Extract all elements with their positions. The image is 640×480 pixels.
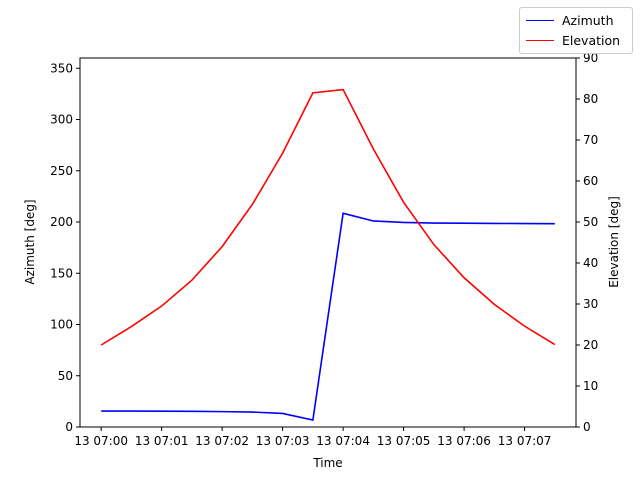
legend-swatch-azimuth	[526, 19, 554, 21]
y-left-tick-label: 200	[50, 215, 73, 229]
plot-area	[79, 57, 577, 428]
y-left-tick-label: 250	[50, 164, 73, 178]
legend-label-elevation: Elevation	[562, 32, 621, 48]
legend: Azimuth Elevation	[519, 7, 633, 54]
legend-item-azimuth: Azimuth	[526, 11, 614, 29]
series-lines	[100, 88, 556, 421]
y-right-tick-label: 70	[583, 133, 598, 147]
series-line-elevation	[100, 88, 556, 346]
x-tick-label: 13 07:05	[377, 434, 431, 448]
x-axis-label: Time	[312, 456, 342, 470]
y-axis-label-left: Azimuth [deg]	[23, 199, 37, 284]
y-left-tick-label: 300	[50, 113, 73, 127]
y-axis-left: 0 50 100 150 200 250 300 350	[50, 61, 80, 434]
y-right-tick-label: 30	[583, 297, 598, 311]
y-right-tick-label: 90	[583, 51, 598, 65]
y-axis-right: 0 10 20 30 40 50 60 70 80 90	[576, 51, 598, 434]
x-tick-label: 13 07:07	[498, 434, 552, 448]
y-left-tick-label: 50	[58, 369, 73, 383]
y-left-tick-label: 100	[50, 318, 73, 332]
x-tick-label: 13 07:01	[135, 434, 189, 448]
y-right-tick-label: 10	[583, 379, 598, 393]
y-axis-label-right: Elevation [deg]	[607, 196, 621, 288]
y-right-tick-label: 0	[583, 420, 591, 434]
y-right-tick-label: 60	[583, 174, 598, 188]
y-right-tick-label: 20	[583, 338, 598, 352]
x-axis: 13 07:00 13 07:01 13 07:02 13 07:03 13 07:04…	[74, 427, 551, 448]
plot-frame	[79, 57, 577, 428]
y-left-tick-label: 150	[50, 266, 73, 280]
y-right-tick-label: 80	[583, 92, 598, 106]
x-tick-label: 13 07:00	[74, 434, 128, 448]
legend-swatch-elevation	[526, 39, 554, 41]
y-right-tick-label: 50	[583, 215, 598, 229]
x-tick-label: 13 07:06	[437, 434, 491, 448]
legend-label-azimuth: Azimuth	[562, 12, 614, 28]
x-tick-label: 13 07:02	[195, 434, 249, 448]
legend-item-elevation: Elevation	[526, 31, 620, 49]
series-line-azimuth	[101, 212, 555, 421]
y-left-tick-label: 350	[50, 61, 73, 75]
y-right-tick-label: 40	[583, 256, 598, 270]
y-left-tick-label: 0	[65, 420, 73, 434]
x-tick-label: 13 07:03	[256, 434, 310, 448]
x-tick-label: 13 07:04	[316, 434, 370, 448]
